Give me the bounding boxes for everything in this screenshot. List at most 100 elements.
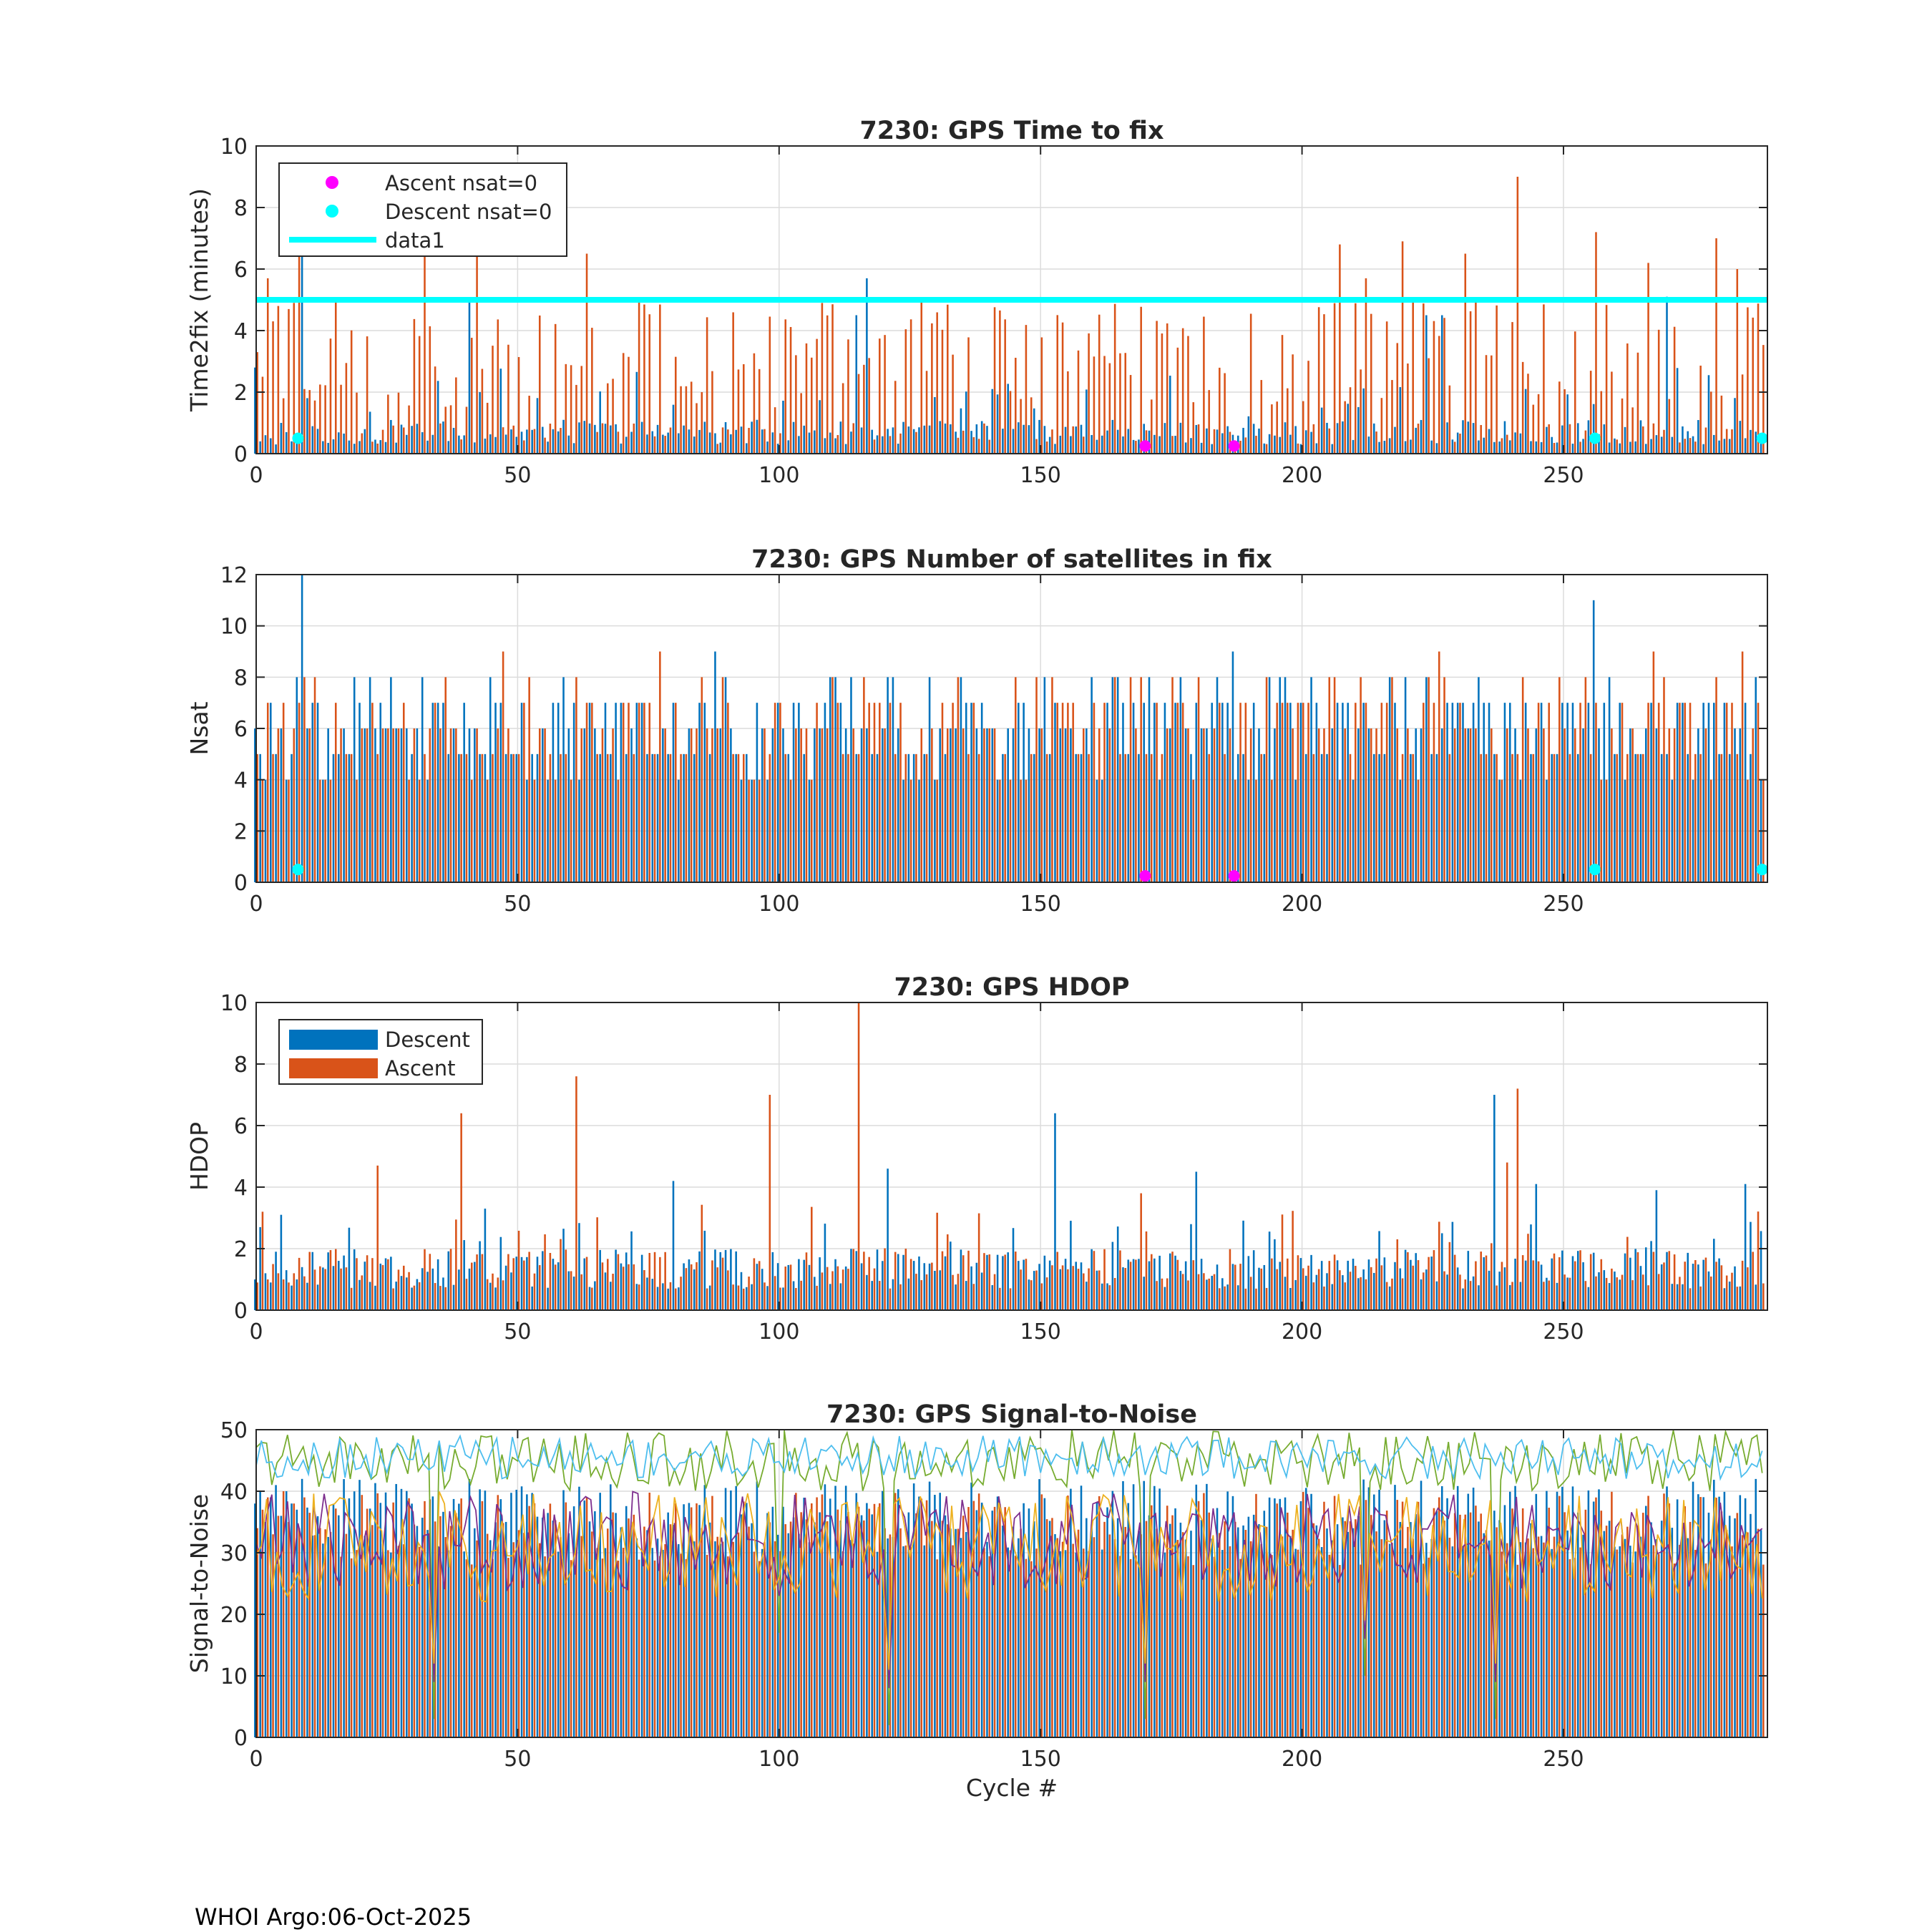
- descent-bar: [583, 728, 586, 882]
- ascent-bar: [1051, 1518, 1053, 1737]
- legend-entry: Descent: [385, 1028, 470, 1052]
- ascent-bar: [1088, 1268, 1090, 1310]
- descent-bar: [808, 779, 811, 882]
- descent-bar: [311, 426, 314, 454]
- descent-bar: [259, 753, 261, 882]
- descent-bar: [406, 728, 408, 882]
- ascent-bar: [444, 1287, 447, 1310]
- ascent-bar: [988, 1254, 991, 1310]
- descent-bar: [327, 442, 329, 454]
- ascent-bar: [1485, 355, 1488, 454]
- ascent-bar: [732, 1541, 734, 1737]
- descent-bar: [1614, 1546, 1616, 1737]
- ascent-bar: [1140, 306, 1142, 454]
- ascent-bar: [381, 1543, 384, 1737]
- ascent-bar: [402, 1265, 405, 1310]
- descent-bar: [452, 1498, 455, 1737]
- ascent-bar: [1679, 703, 1681, 882]
- ascent-bar: [1464, 1279, 1467, 1310]
- ascent-bar: [1574, 1261, 1576, 1310]
- x-tick-label: 50: [504, 463, 531, 488]
- ascent-bar: [841, 1269, 844, 1310]
- descent-bar: [1639, 753, 1642, 882]
- descent-bar: [1247, 1516, 1250, 1737]
- descent-bar: [1498, 441, 1501, 454]
- ascent-bar: [952, 354, 954, 454]
- ascent-bar: [1323, 1501, 1325, 1737]
- ascent-bar: [947, 1524, 949, 1737]
- descent-bar: [1608, 1283, 1611, 1310]
- ascent-bar: [805, 1252, 808, 1310]
- descent-bar: [1138, 1259, 1140, 1310]
- descent-bar: [1687, 753, 1689, 882]
- ascent-bar: [1443, 677, 1445, 882]
- descent-bar: [1707, 1512, 1710, 1737]
- x-tick-label: 50: [504, 1747, 531, 1772]
- ascent-bar: [470, 1564, 473, 1737]
- descent-bar: [1734, 398, 1736, 454]
- ascent-bar: [439, 1516, 441, 1737]
- descent-bar: [1169, 728, 1171, 882]
- x-tick-label: 200: [1282, 463, 1322, 488]
- descent-bar: [1372, 753, 1375, 882]
- descent-bar: [1002, 753, 1004, 882]
- descent-bar: [588, 1521, 591, 1737]
- descent-bar: [479, 391, 481, 454]
- ascent-bar: [1496, 753, 1498, 882]
- descent-bar: [656, 1538, 659, 1737]
- descent-bar: [672, 404, 675, 454]
- ascent-bar: [972, 436, 975, 454]
- descent-bar: [1231, 651, 1234, 882]
- descent-bar: [348, 1227, 351, 1310]
- ascent-bar: [1558, 677, 1561, 882]
- snr-line: [255, 1434, 1763, 1481]
- descent-bar: [698, 1505, 701, 1737]
- ascent-bar: [826, 315, 829, 454]
- descent-bar: [1336, 423, 1339, 454]
- ascent-bar: [1731, 1546, 1733, 1737]
- descent-bar: [912, 1483, 915, 1737]
- descent-bar: [1619, 703, 1621, 882]
- ascent-bar: [1181, 1532, 1184, 1737]
- descent-bar: [756, 1264, 758, 1310]
- ascent-bar: [863, 677, 865, 882]
- descent-bar: [756, 419, 758, 454]
- descent-bar: [332, 1504, 335, 1737]
- descent-bar: [1059, 435, 1062, 454]
- ascent-bar: [648, 1492, 651, 1737]
- descent-bar: [751, 1284, 753, 1310]
- ascent-bar: [868, 358, 870, 454]
- ascent-bar: [544, 1234, 546, 1310]
- ascent-bar: [1725, 1530, 1728, 1737]
- descent-bar: [458, 1503, 460, 1737]
- ascent-bar: [350, 330, 353, 454]
- descent-bar: [1676, 1284, 1679, 1310]
- descent-bar: [1226, 426, 1229, 454]
- ascent-bar: [774, 1276, 776, 1310]
- ascent-bar: [789, 1264, 792, 1310]
- ascent-bar: [1360, 677, 1362, 882]
- ascent-bar: [826, 1521, 829, 1737]
- ascent-bar: [288, 779, 290, 882]
- ascent-bar: [392, 1288, 394, 1310]
- ascent-bar: [366, 1508, 369, 1737]
- descent-bar: [264, 779, 267, 882]
- ascent-bar: [721, 1541, 724, 1737]
- ascent-bar: [528, 1506, 530, 1737]
- x-tick-label: 0: [249, 463, 263, 488]
- ascent-bar: [847, 339, 849, 454]
- descent-bar: [1310, 1493, 1312, 1737]
- ascent-bar: [1244, 703, 1247, 882]
- ascent-bar: [429, 728, 431, 882]
- ascent-bar: [1757, 1528, 1760, 1737]
- ascent-bar: [371, 441, 374, 454]
- snr-line: [255, 1429, 1763, 1725]
- descent-bar: [986, 426, 988, 454]
- descent-bar: [484, 753, 487, 882]
- ascent-bar: [852, 423, 855, 454]
- ascent-bar: [1113, 1277, 1116, 1310]
- descent-bar: [604, 1272, 607, 1310]
- ascent-bar: [1040, 728, 1043, 882]
- descent-bar: [358, 703, 361, 882]
- descent-bar: [1508, 1491, 1511, 1737]
